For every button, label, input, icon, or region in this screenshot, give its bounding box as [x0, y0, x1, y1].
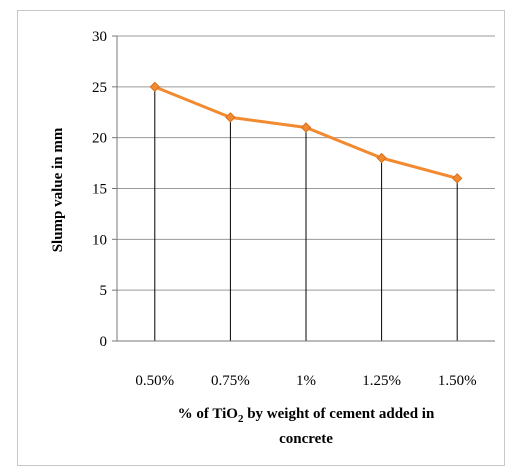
x-tick-label-4: 1.50%	[438, 373, 477, 389]
series-group	[149, 81, 463, 184]
y-tick-label-20: 20	[92, 131, 107, 147]
y-tick-label-10: 10	[92, 232, 107, 248]
x-axis-title: % of TiO2 by weight of cement added in	[178, 406, 435, 425]
x-axis-title-prefix: % of TiO	[178, 406, 238, 422]
x-axis-title-subscript: 2	[238, 413, 244, 425]
x-tick-label-0: 0.50%	[135, 373, 174, 389]
y-tick-label-25: 25	[92, 80, 107, 96]
y-tick-label-5: 5	[100, 283, 108, 299]
y-tick-label-15: 15	[92, 182, 107, 198]
x-tick-labels: 0.50% 0.75% 1% 1.25% 1.50%	[135, 373, 476, 389]
data-point-4	[451, 173, 463, 184]
y-tick-label-30: 30	[92, 29, 107, 45]
data-point-0	[149, 81, 161, 93]
x-tick-label-2: 1%	[296, 373, 316, 389]
drop-lines	[154, 86, 458, 341]
x-tick-label-3: 1.25%	[362, 373, 401, 389]
gridlines	[112, 35, 495, 342]
y-tick-labels: 0 5 10 15 20 25 30	[92, 29, 107, 350]
x-axis-title-suffix: by weight of cement added in	[243, 406, 434, 422]
x-tick-label-1: 0.75%	[211, 373, 250, 389]
data-point-3	[376, 152, 387, 164]
data-point-2	[300, 122, 312, 133]
y-axis-title: Slump value in mm	[50, 127, 66, 252]
axes	[116, 36, 495, 342]
data-point-1	[225, 112, 236, 123]
x-axis-title-line2: concrete	[279, 431, 333, 447]
y-tick-label-0: 0	[100, 334, 108, 350]
chart-frame	[17, 10, 505, 466]
